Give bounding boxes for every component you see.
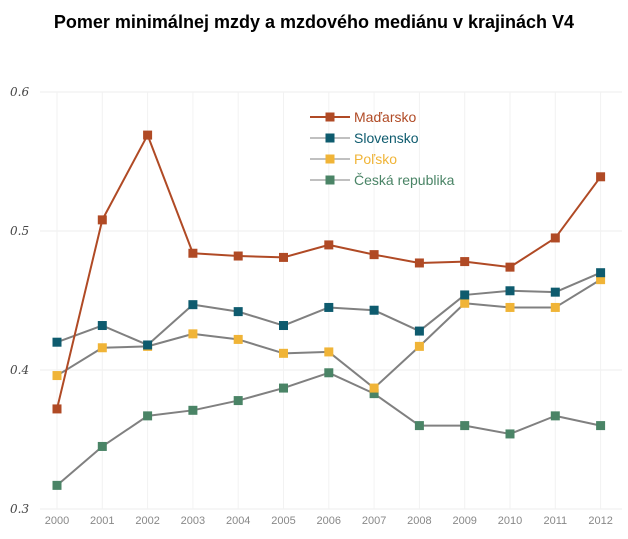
data-point xyxy=(143,340,153,350)
y-axis-ticks: 0.3 0.4 0.5 0.6 xyxy=(10,85,29,516)
data-point xyxy=(97,343,107,353)
data-point xyxy=(324,347,334,357)
data-point xyxy=(97,321,107,331)
data-point xyxy=(505,302,515,312)
data-point xyxy=(460,298,470,308)
x-tick-label: 2000 xyxy=(45,515,69,527)
data-point xyxy=(279,321,288,331)
x-tick-label: 2001 xyxy=(90,515,114,527)
data-point xyxy=(550,233,560,243)
data-point xyxy=(188,405,198,415)
data-point xyxy=(369,389,379,399)
data-point xyxy=(460,257,470,267)
legend-marker xyxy=(325,133,335,143)
data-point xyxy=(188,300,198,310)
x-tick-label: 2011 xyxy=(543,515,567,527)
grid xyxy=(40,91,622,510)
data-point xyxy=(369,250,379,260)
data-point xyxy=(52,337,62,347)
data-point xyxy=(505,286,515,296)
data-point xyxy=(279,348,288,358)
data-point xyxy=(188,248,198,258)
data-point xyxy=(233,334,243,344)
x-tick-label: 2005 xyxy=(271,515,295,527)
data-point xyxy=(550,411,560,421)
data-point xyxy=(505,262,515,272)
series-markers xyxy=(52,130,606,490)
legend-label: Česká republika xyxy=(354,172,455,188)
data-point xyxy=(460,290,470,300)
legend-label: Maďarsko xyxy=(354,109,417,125)
data-point xyxy=(188,329,198,339)
data-point xyxy=(414,341,424,351)
data-point xyxy=(233,251,243,261)
data-point xyxy=(460,421,470,431)
chart-title: Pomer minimálnej mzdy a mzdového mediánu… xyxy=(53,12,575,32)
legend-label: Poľsko xyxy=(354,151,397,167)
x-tick-label: 2012 xyxy=(588,515,612,527)
x-axis-ticks: 2000 2001 2002 2003 2004 2005 2006 2007 2008 2009… xyxy=(45,515,613,527)
data-point xyxy=(279,383,288,393)
y-tick-label: 0.6 xyxy=(10,85,29,99)
data-point xyxy=(505,429,515,439)
data-point xyxy=(596,172,606,182)
x-tick-label: 2006 xyxy=(317,515,341,527)
x-tick-label: 2010 xyxy=(498,515,522,527)
data-point xyxy=(324,302,334,312)
data-point xyxy=(233,307,243,317)
y-tick-label: 0.5 xyxy=(10,224,29,238)
data-point xyxy=(279,252,288,262)
x-tick-label: 2002 xyxy=(135,515,159,527)
legend-label: Slovensko xyxy=(354,130,419,146)
y-tick-label: 0.4 xyxy=(10,363,29,377)
x-tick-label: 2003 xyxy=(181,515,205,527)
legend-marker xyxy=(325,175,335,185)
legend-marker xyxy=(325,154,335,164)
data-point xyxy=(596,268,606,278)
legend-marker xyxy=(325,112,335,122)
y-tick-label: 0.3 xyxy=(10,502,29,516)
data-point xyxy=(369,305,379,315)
data-point xyxy=(414,326,424,336)
data-point xyxy=(324,368,334,378)
data-point xyxy=(414,258,424,268)
data-point xyxy=(550,287,560,297)
x-tick-label: 2009 xyxy=(452,515,476,527)
data-point xyxy=(52,404,62,414)
data-point xyxy=(52,480,62,490)
legend: Maďarsko Slovensko Poľsko Česká republika xyxy=(310,109,455,188)
data-point xyxy=(369,383,379,393)
data-point xyxy=(414,421,424,431)
data-point xyxy=(233,396,243,406)
data-point xyxy=(596,421,606,431)
x-tick-label: 2004 xyxy=(226,515,250,527)
data-point xyxy=(52,371,62,381)
x-tick-label: 2007 xyxy=(362,515,386,527)
data-point xyxy=(143,130,153,140)
data-point xyxy=(143,411,153,421)
data-point xyxy=(97,441,107,451)
data-point xyxy=(596,275,606,285)
data-point xyxy=(324,240,334,250)
data-point xyxy=(97,215,107,225)
data-point xyxy=(550,302,560,312)
x-tick-label: 2008 xyxy=(407,515,431,527)
